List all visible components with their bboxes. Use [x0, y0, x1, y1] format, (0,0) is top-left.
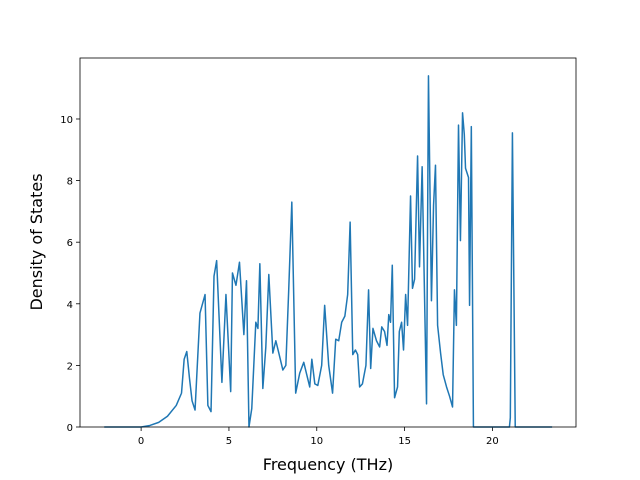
- x-tick-label: 10: [310, 436, 323, 447]
- x-axis-label: Frequency (THz): [263, 455, 393, 474]
- plot-frame: [79, 57, 577, 428]
- y-tick-label: 0: [67, 423, 73, 434]
- y-tick-label: 6: [67, 238, 73, 249]
- y-tick-label: 8: [67, 177, 73, 188]
- y-tick-label: 2: [67, 361, 73, 372]
- y-axis-label: Density of States: [27, 173, 46, 310]
- x-tick-label: 5: [226, 436, 232, 447]
- y-tick-label: 4: [67, 300, 73, 311]
- y-tick-label: 10: [60, 115, 73, 126]
- x-tick-label: 20: [486, 436, 499, 447]
- x-tick-label: 0: [138, 436, 144, 447]
- x-tick-label: 15: [398, 436, 411, 447]
- dos-line: [104, 75, 553, 428]
